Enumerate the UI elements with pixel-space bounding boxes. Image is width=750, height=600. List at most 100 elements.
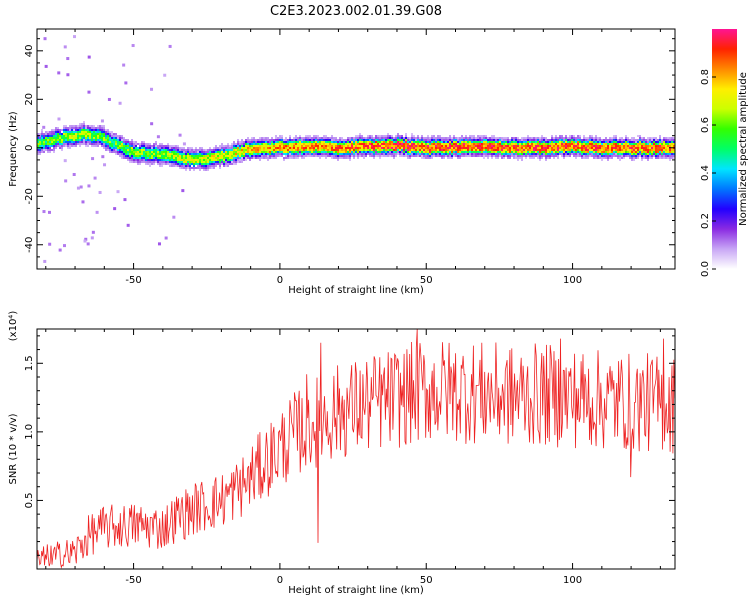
heatmap-cell: [479, 137, 481, 139]
heatmap-cell: [335, 153, 337, 155]
heatmap-cell: [53, 143, 55, 145]
heatmap-cell: [175, 147, 177, 149]
heatmap-cell: [157, 163, 159, 165]
heatmap-cell: [169, 163, 171, 165]
heatmap-cell: [655, 147, 657, 149]
heatmap-cell: [583, 155, 585, 157]
heatmap-cell: [141, 157, 143, 159]
heatmap-cell: [329, 139, 331, 141]
heatmap-cell: [197, 165, 199, 167]
heatmap-cell: [551, 137, 553, 139]
heatmap-cell: [639, 149, 641, 151]
heatmap-cell: [93, 143, 95, 145]
heatmap-cell: [363, 141, 365, 143]
heatmap-cell: [541, 153, 543, 155]
heatmap-cell: [509, 153, 511, 155]
heatmap-cell: [265, 143, 267, 145]
heatmap-cell: [227, 151, 229, 153]
heatmap-cell: [43, 37, 47, 41]
heatmap-cell: [427, 147, 429, 149]
heatmap-cell: [141, 151, 143, 153]
heatmap-cell: [649, 153, 651, 155]
heatmap-cell: [671, 153, 673, 155]
heatmap-cell: [259, 153, 261, 155]
heatmap-cell: [249, 149, 251, 151]
spectrogram-y-tick-label: 40: [24, 44, 35, 57]
heatmap-cell: [207, 169, 209, 171]
heatmap-cell: [659, 147, 661, 149]
heatmap-cell: [673, 153, 675, 155]
colorbar-tick-label: 0.6: [700, 117, 711, 133]
heatmap-cell: [607, 149, 609, 151]
heatmap-cell: [156, 135, 160, 139]
heatmap-cell: [433, 151, 435, 153]
heatmap-cell: [123, 143, 125, 145]
heatmap-cell: [97, 125, 99, 127]
heatmap-cell: [459, 137, 461, 139]
heatmap-cell: [519, 151, 521, 153]
heatmap-cell: [149, 147, 151, 149]
heatmap-cell: [285, 143, 287, 145]
heatmap-cell: [361, 155, 363, 157]
heatmap-cell: [213, 159, 215, 161]
heatmap-cell: [583, 157, 585, 159]
heatmap-cell: [537, 137, 539, 139]
heatmap-cell: [289, 149, 291, 151]
heatmap-cell: [587, 141, 589, 143]
heatmap-cell: [53, 149, 55, 151]
heatmap-cell: [521, 145, 523, 147]
heatmap-cell: [115, 153, 117, 155]
heatmap-cell: [137, 143, 139, 145]
heatmap-cell: [529, 137, 531, 139]
heatmap-cell: [123, 153, 125, 155]
heatmap-cell: [181, 155, 183, 157]
heatmap-cell: [107, 135, 109, 137]
heatmap-cell: [547, 141, 549, 143]
heatmap-cell: [617, 149, 619, 151]
heatmap-cell: [405, 145, 407, 147]
heatmap-cell: [45, 149, 47, 151]
heatmap-cell: [629, 141, 631, 143]
heatmap-cell: [171, 153, 173, 155]
heatmap-cell: [519, 153, 521, 155]
heatmap-cell: [139, 157, 141, 159]
heatmap-cell: [539, 153, 541, 155]
heatmap-cell: [627, 139, 629, 141]
heatmap-cell: [479, 139, 481, 141]
heatmap-cell: [63, 45, 67, 49]
heatmap-cell: [499, 151, 501, 153]
heatmap-cell: [305, 145, 307, 147]
heatmap-cell: [81, 139, 83, 141]
heatmap-cell: [307, 147, 309, 149]
heatmap-cell: [185, 157, 187, 159]
heatmap-cell: [671, 137, 673, 139]
heatmap-cell: [241, 153, 243, 155]
heatmap-cell: [249, 143, 251, 145]
heatmap-cell: [323, 155, 325, 157]
heatmap-cell: [179, 149, 181, 151]
heatmap-cell: [161, 161, 163, 163]
heatmap-cell: [83, 129, 85, 131]
heatmap-cell: [419, 145, 421, 147]
heatmap-cell: [335, 143, 337, 145]
heatmap-cell: [483, 151, 485, 153]
heatmap-cell: [515, 151, 517, 153]
heatmap-cell: [150, 122, 154, 126]
heatmap-cell: [235, 163, 237, 165]
heatmap-cell: [571, 153, 573, 155]
heatmap-cell: [441, 153, 443, 155]
heatmap-cell: [465, 137, 467, 139]
heatmap-cell: [229, 147, 231, 149]
heatmap-cell: [77, 133, 79, 135]
heatmap-cell: [87, 145, 89, 147]
heatmap-cell: [481, 145, 483, 147]
heatmap-cell: [55, 141, 57, 143]
heatmap-cell: [255, 149, 257, 151]
heatmap-cell: [449, 153, 451, 155]
heatmap-cell: [57, 127, 59, 129]
heatmap-cell: [545, 137, 547, 139]
heatmap-cell: [423, 155, 425, 157]
heatmap-cell: [53, 133, 55, 135]
heatmap-cell: [185, 167, 187, 169]
heatmap-cell: [509, 157, 511, 159]
